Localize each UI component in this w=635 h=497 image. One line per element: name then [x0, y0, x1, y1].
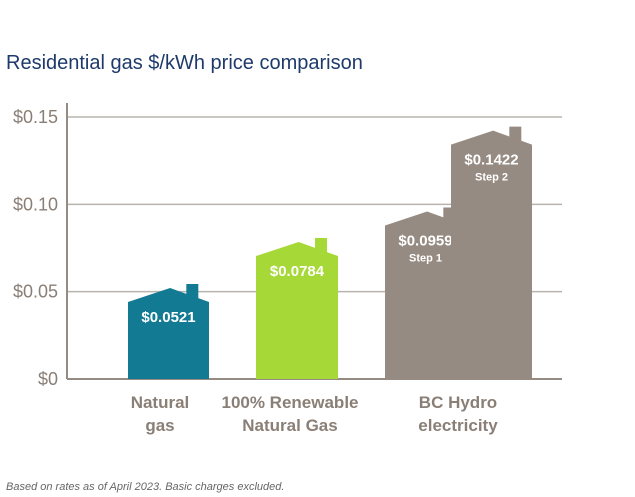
- y-tick-label: $0.15: [13, 107, 58, 127]
- bar-value-label: $0.0959: [398, 232, 452, 249]
- x-category-label: gas: [145, 416, 174, 435]
- y-tick-label: $0.05: [13, 282, 58, 302]
- bar: [385, 207, 466, 379]
- bar: [128, 283, 209, 379]
- y-tick-label: $0: [38, 369, 58, 389]
- x-category-label: BC Hydro: [419, 393, 497, 412]
- x-category-label: electricity: [418, 416, 498, 435]
- chart-title: Residential gas $/kWh price comparison: [6, 52, 363, 74]
- x-category-label: Natural: [131, 393, 190, 412]
- bar-value-label: $0.0521: [141, 309, 195, 326]
- bar-step-label: Step 1: [409, 252, 442, 264]
- bar-value-label: $0.0784: [270, 263, 325, 280]
- bar: [256, 238, 338, 379]
- bar-step-label: Step 2: [475, 172, 508, 184]
- bar-value-label: $0.1422: [464, 152, 518, 169]
- y-tick-label: $0.10: [13, 194, 58, 214]
- x-category-label: 100% Renewable: [221, 393, 358, 412]
- x-category-label: Natural Gas: [242, 416, 337, 435]
- footnote: Based on rates as of April 2023. Basic c…: [6, 481, 285, 493]
- bar: [451, 126, 532, 380]
